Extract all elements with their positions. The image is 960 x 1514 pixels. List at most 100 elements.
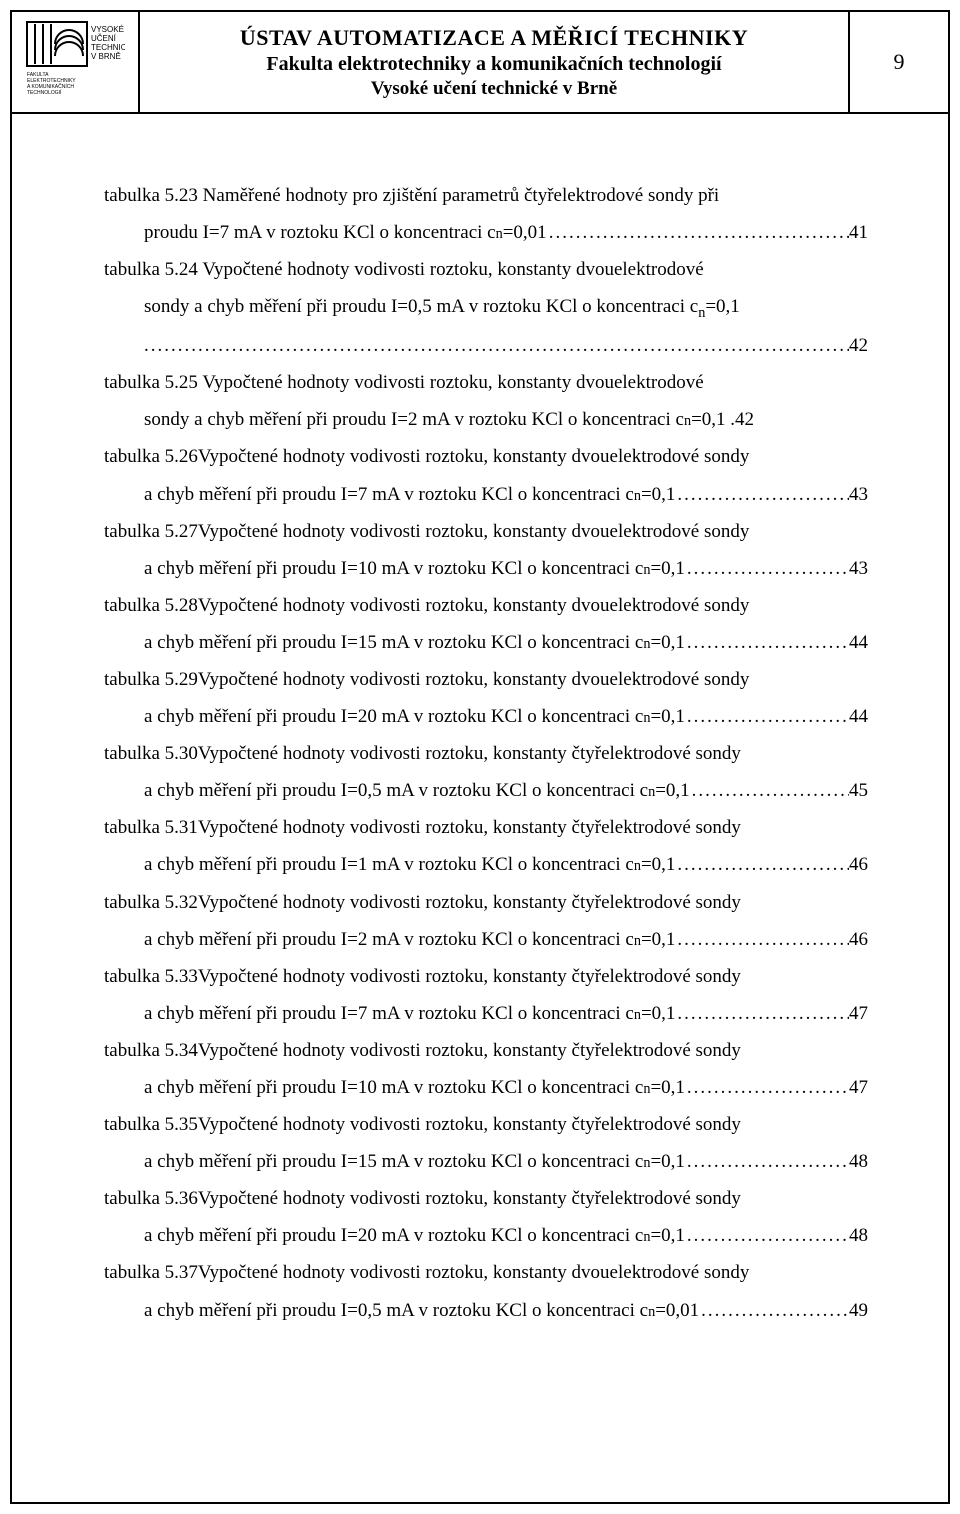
- toc-entry-text: a chyb měření při proudu I=1 mA v roztok…: [144, 847, 634, 883]
- toc-entry-line: a chyb měření při proudu I=7 mA v roztok…: [104, 996, 868, 1032]
- toc-entry-text: a chyb měření při proudu I=10 mA v rozto…: [144, 1070, 643, 1106]
- toc-entry-text: a chyb měření při proudu I=10 mA v rozto…: [144, 551, 643, 587]
- toc-page-number: 49: [849, 1293, 868, 1329]
- toc-leader-dots: ........................................…: [701, 1293, 849, 1329]
- toc-entry-text: sondy a chyb měření při proudu I=0,5 mA …: [144, 296, 698, 317]
- toc-leader-dots: ........................................…: [692, 773, 849, 809]
- toc-entry-text: tabulka 5.36Vypočtené hodnoty vodivosti …: [104, 1188, 741, 1209]
- subscript: n: [643, 1150, 650, 1177]
- toc-entry-text: =0,1: [705, 296, 739, 317]
- page-frame: VYSOKÉ UČENÍ TECHNICKÉ V BRNĚ FAKULTA EL…: [10, 10, 950, 1504]
- toc-leader-dots: ........................................…: [677, 996, 849, 1032]
- toc-entry-line: tabulka 5.31Vypočtené hodnoty vodivosti …: [104, 810, 868, 846]
- subscript: n: [634, 483, 641, 510]
- toc-leader-dots: ........................................…: [687, 1144, 849, 1180]
- subscript: n: [643, 1076, 650, 1103]
- toc-entry-text: tabulka 5.25 Vypočtené hodnoty vodivosti…: [104, 372, 704, 393]
- page-header: VYSOKÉ UČENÍ TECHNICKÉ V BRNĚ FAKULTA EL…: [12, 12, 948, 114]
- svg-text:V BRNĚ: V BRNĚ: [91, 52, 121, 61]
- toc-leader-dots: ........................................…: [677, 477, 849, 513]
- toc-page-number: 48: [849, 1144, 868, 1180]
- subscript: n: [643, 557, 650, 584]
- toc-entry-line: a chyb měření při proudu I=0,5 mA v rozt…: [104, 773, 868, 809]
- toc-entry-text: tabulka 5.26Vypočtené hodnoty vodivosti …: [104, 446, 749, 467]
- toc-entry-line: proudu I=7 mA v roztoku KCl o koncentrac…: [104, 215, 868, 251]
- toc-entry-text: =0,1: [650, 699, 684, 735]
- toc-entry-text: a chyb měření při proudu I=0,5 mA v rozt…: [144, 773, 648, 809]
- subscript: n: [643, 1224, 650, 1251]
- toc-leader-dots: ........................................…: [687, 1070, 849, 1106]
- toc-entry-line: tabulka 5.27Vypočtené hodnoty vodivosti …: [104, 514, 868, 550]
- toc-entry-line: tabulka 5.23 Naměřené hodnoty pro zjiště…: [104, 178, 868, 214]
- toc-leader-dots: ........................................…: [144, 328, 849, 364]
- toc-entry-text: a chyb měření při proudu I=15 mA v rozto…: [144, 1144, 643, 1180]
- toc-entry-line: tabulka 5.25 Vypočtené hodnoty vodivosti…: [104, 365, 868, 401]
- toc-entry-text: a chyb měření při proudu I=7 mA v roztok…: [144, 477, 634, 513]
- toc-entry-text: a chyb měření při proudu I=15 mA v rozto…: [144, 625, 643, 661]
- toc-entry-text: a chyb měření při proudu I=7 mA v roztok…: [144, 996, 634, 1032]
- header-line-2: Fakulta elektrotechniky a komunikačních …: [266, 53, 721, 76]
- table-of-contents: tabulka 5.23 Naměřené hodnoty pro zjiště…: [12, 114, 948, 1370]
- toc-entry-text: =0,1: [641, 477, 675, 513]
- toc-entry-text: =0,1: [655, 773, 689, 809]
- toc-leader-dots: ........................................…: [687, 1218, 849, 1254]
- toc-entry-line: a chyb měření při proudu I=20 mA v rozto…: [104, 699, 868, 735]
- svg-text:TECHNOLOGIÍ: TECHNOLOGIÍ: [27, 89, 62, 96]
- toc-entry-line: tabulka 5.28Vypočtené hodnoty vodivosti …: [104, 588, 868, 624]
- toc-entry-text: =0,1: [650, 625, 684, 661]
- toc-entry-text: tabulka 5.28Vypočtené hodnoty vodivosti …: [104, 595, 749, 616]
- toc-page-number: 42: [735, 402, 754, 438]
- toc-page-number: 48: [849, 1218, 868, 1254]
- toc-entry-text: a chyb měření při proudu I=20 mA v rozto…: [144, 699, 643, 735]
- toc-entry-line: tabulka 5.32Vypočtené hodnoty vodivosti …: [104, 885, 868, 921]
- header-line-3: Vysoké učení technické v Brně: [371, 78, 617, 100]
- toc-entry-line: tabulka 5.30Vypočtené hodnoty vodivosti …: [104, 736, 868, 772]
- toc-leader-dots: ........................................…: [677, 922, 849, 958]
- toc-entry-line: ........................................…: [104, 328, 868, 364]
- page-number-cell: 9: [848, 12, 948, 112]
- toc-entry-line: tabulka 5.26Vypočtené hodnoty vodivosti …: [104, 439, 868, 475]
- toc-page-number: 42: [849, 328, 868, 364]
- toc-entry-text: =0,1: [641, 847, 675, 883]
- toc-entry-text: =0,1: [641, 922, 675, 958]
- subscript: n: [634, 928, 641, 955]
- toc-entry-line: tabulka 5.34Vypočtené hodnoty vodivosti …: [104, 1033, 868, 1069]
- toc-entry-text: =0,01: [503, 215, 547, 251]
- toc-entry-line: tabulka 5.37Vypočtené hodnoty vodivosti …: [104, 1255, 868, 1291]
- toc-entry-text: tabulka 5.33Vypočtené hodnoty vodivosti …: [104, 966, 741, 987]
- toc-entry-line: a chyb měření při proudu I=2 mA v roztok…: [104, 922, 868, 958]
- toc-entry-line: a chyb měření při proudu I=20 mA v rozto…: [104, 1218, 868, 1254]
- subscript: n: [648, 779, 655, 806]
- toc-page-number: 45: [849, 773, 868, 809]
- toc-entry-text: sondy a chyb měření při proudu I=2 mA v …: [144, 402, 684, 438]
- subscript: n: [684, 408, 691, 435]
- toc-entry-line: a chyb měření při proudu I=10 mA v rozto…: [104, 551, 868, 587]
- toc-entry-line: a chyb měření při proudu I=0,5 mA v rozt…: [104, 1293, 868, 1329]
- toc-entry-text: tabulka 5.27Vypočtené hodnoty vodivosti …: [104, 521, 749, 542]
- toc-entry-text: tabulka 5.32Vypočtené hodnoty vodivosti …: [104, 892, 741, 913]
- university-logo-icon: VYSOKÉ UČENÍ TECHNICKÉ V BRNĚ FAKULTA EL…: [25, 20, 125, 105]
- logo-cell: VYSOKÉ UČENÍ TECHNICKÉ V BRNĚ FAKULTA EL…: [12, 12, 140, 112]
- toc-entry-text: proudu I=7 mA v roztoku KCl o koncentrac…: [144, 215, 496, 251]
- toc-page-number: 46: [849, 922, 868, 958]
- toc-entry-line: a chyb měření při proudu I=10 mA v rozto…: [104, 1070, 868, 1106]
- toc-page-number: 44: [849, 699, 868, 735]
- toc-leader-dots: ........................................…: [687, 625, 849, 661]
- subscript: n: [643, 705, 650, 732]
- toc-entry-line: a chyb měření při proudu I=15 mA v rozto…: [104, 625, 868, 661]
- svg-text:A KOMUNIKAČNÍCH: A KOMUNIKAČNÍCH: [27, 83, 74, 90]
- toc-entry-text: a chyb měření při proudu I=20 mA v rozto…: [144, 1218, 643, 1254]
- toc-entry-text: a chyb měření při proudu I=0,5 mA v rozt…: [144, 1293, 648, 1329]
- toc-leader-dots: ........................................…: [687, 699, 849, 735]
- toc-entry-line: tabulka 5.33Vypočtené hodnoty vodivosti …: [104, 959, 868, 995]
- toc-entry-text: =0,01: [655, 1293, 699, 1329]
- toc-entry-text: =0,1: [641, 996, 675, 1032]
- subscript: n: [634, 1002, 641, 1029]
- toc-entry-text: tabulka 5.29Vypočtené hodnoty vodivosti …: [104, 669, 749, 690]
- toc-entry-line: sondy a chyb měření při proudu I=0,5 mA …: [104, 289, 868, 327]
- toc-leader-dots: ........................................…: [677, 847, 849, 883]
- toc-entry-text: =0,1: [650, 551, 684, 587]
- svg-text:UČENÍ: UČENÍ: [91, 34, 117, 43]
- toc-entry-line: a chyb měření při proudu I=7 mA v roztok…: [104, 477, 868, 513]
- toc-page-number: 47: [849, 996, 868, 1032]
